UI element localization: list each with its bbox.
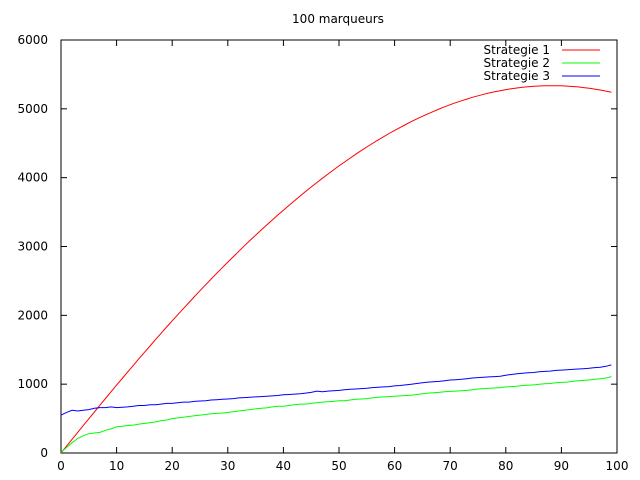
legend-label: Strategie 3 bbox=[484, 69, 550, 83]
plot-frame bbox=[60, 39, 618, 454]
x-tick-label: 30 bbox=[220, 459, 235, 473]
x-tick-label: 0 bbox=[57, 459, 65, 473]
legend-label: Strategie 1 bbox=[484, 43, 550, 57]
x-tick-label: 90 bbox=[554, 459, 569, 473]
y-tick-label: 3000 bbox=[17, 240, 48, 254]
y-tick-label: 1000 bbox=[17, 377, 48, 391]
series-line-strategie-2 bbox=[60, 376, 612, 453]
axis-ticks: 0 10 20 30 40 50 60 70 80 90 100010002000300040005… bbox=[17, 33, 628, 473]
y-tick-label: 4000 bbox=[17, 171, 48, 185]
series-line-strategie-3 bbox=[60, 364, 612, 416]
y-tick-label: 2000 bbox=[17, 308, 48, 322]
chart-title: 100 marqueurs bbox=[292, 12, 384, 26]
x-tick-label: 10 bbox=[109, 459, 124, 473]
y-tick-label: 0 bbox=[40, 446, 48, 460]
y-tick-label: 6000 bbox=[17, 33, 48, 47]
x-tick-label: 60 bbox=[387, 459, 402, 473]
x-tick-label: 100 bbox=[606, 459, 629, 473]
x-tick-label: 80 bbox=[498, 459, 513, 473]
x-tick-label: 50 bbox=[331, 459, 346, 473]
x-tick-label: 20 bbox=[165, 459, 180, 473]
y-tick-label: 5000 bbox=[17, 102, 48, 116]
x-tick-label: 40 bbox=[276, 459, 291, 473]
series-lines bbox=[60, 85, 612, 454]
x-tick-label: 70 bbox=[443, 459, 458, 473]
series-line-strategie-1 bbox=[60, 85, 612, 454]
legend-label: Strategie 2 bbox=[484, 56, 550, 70]
